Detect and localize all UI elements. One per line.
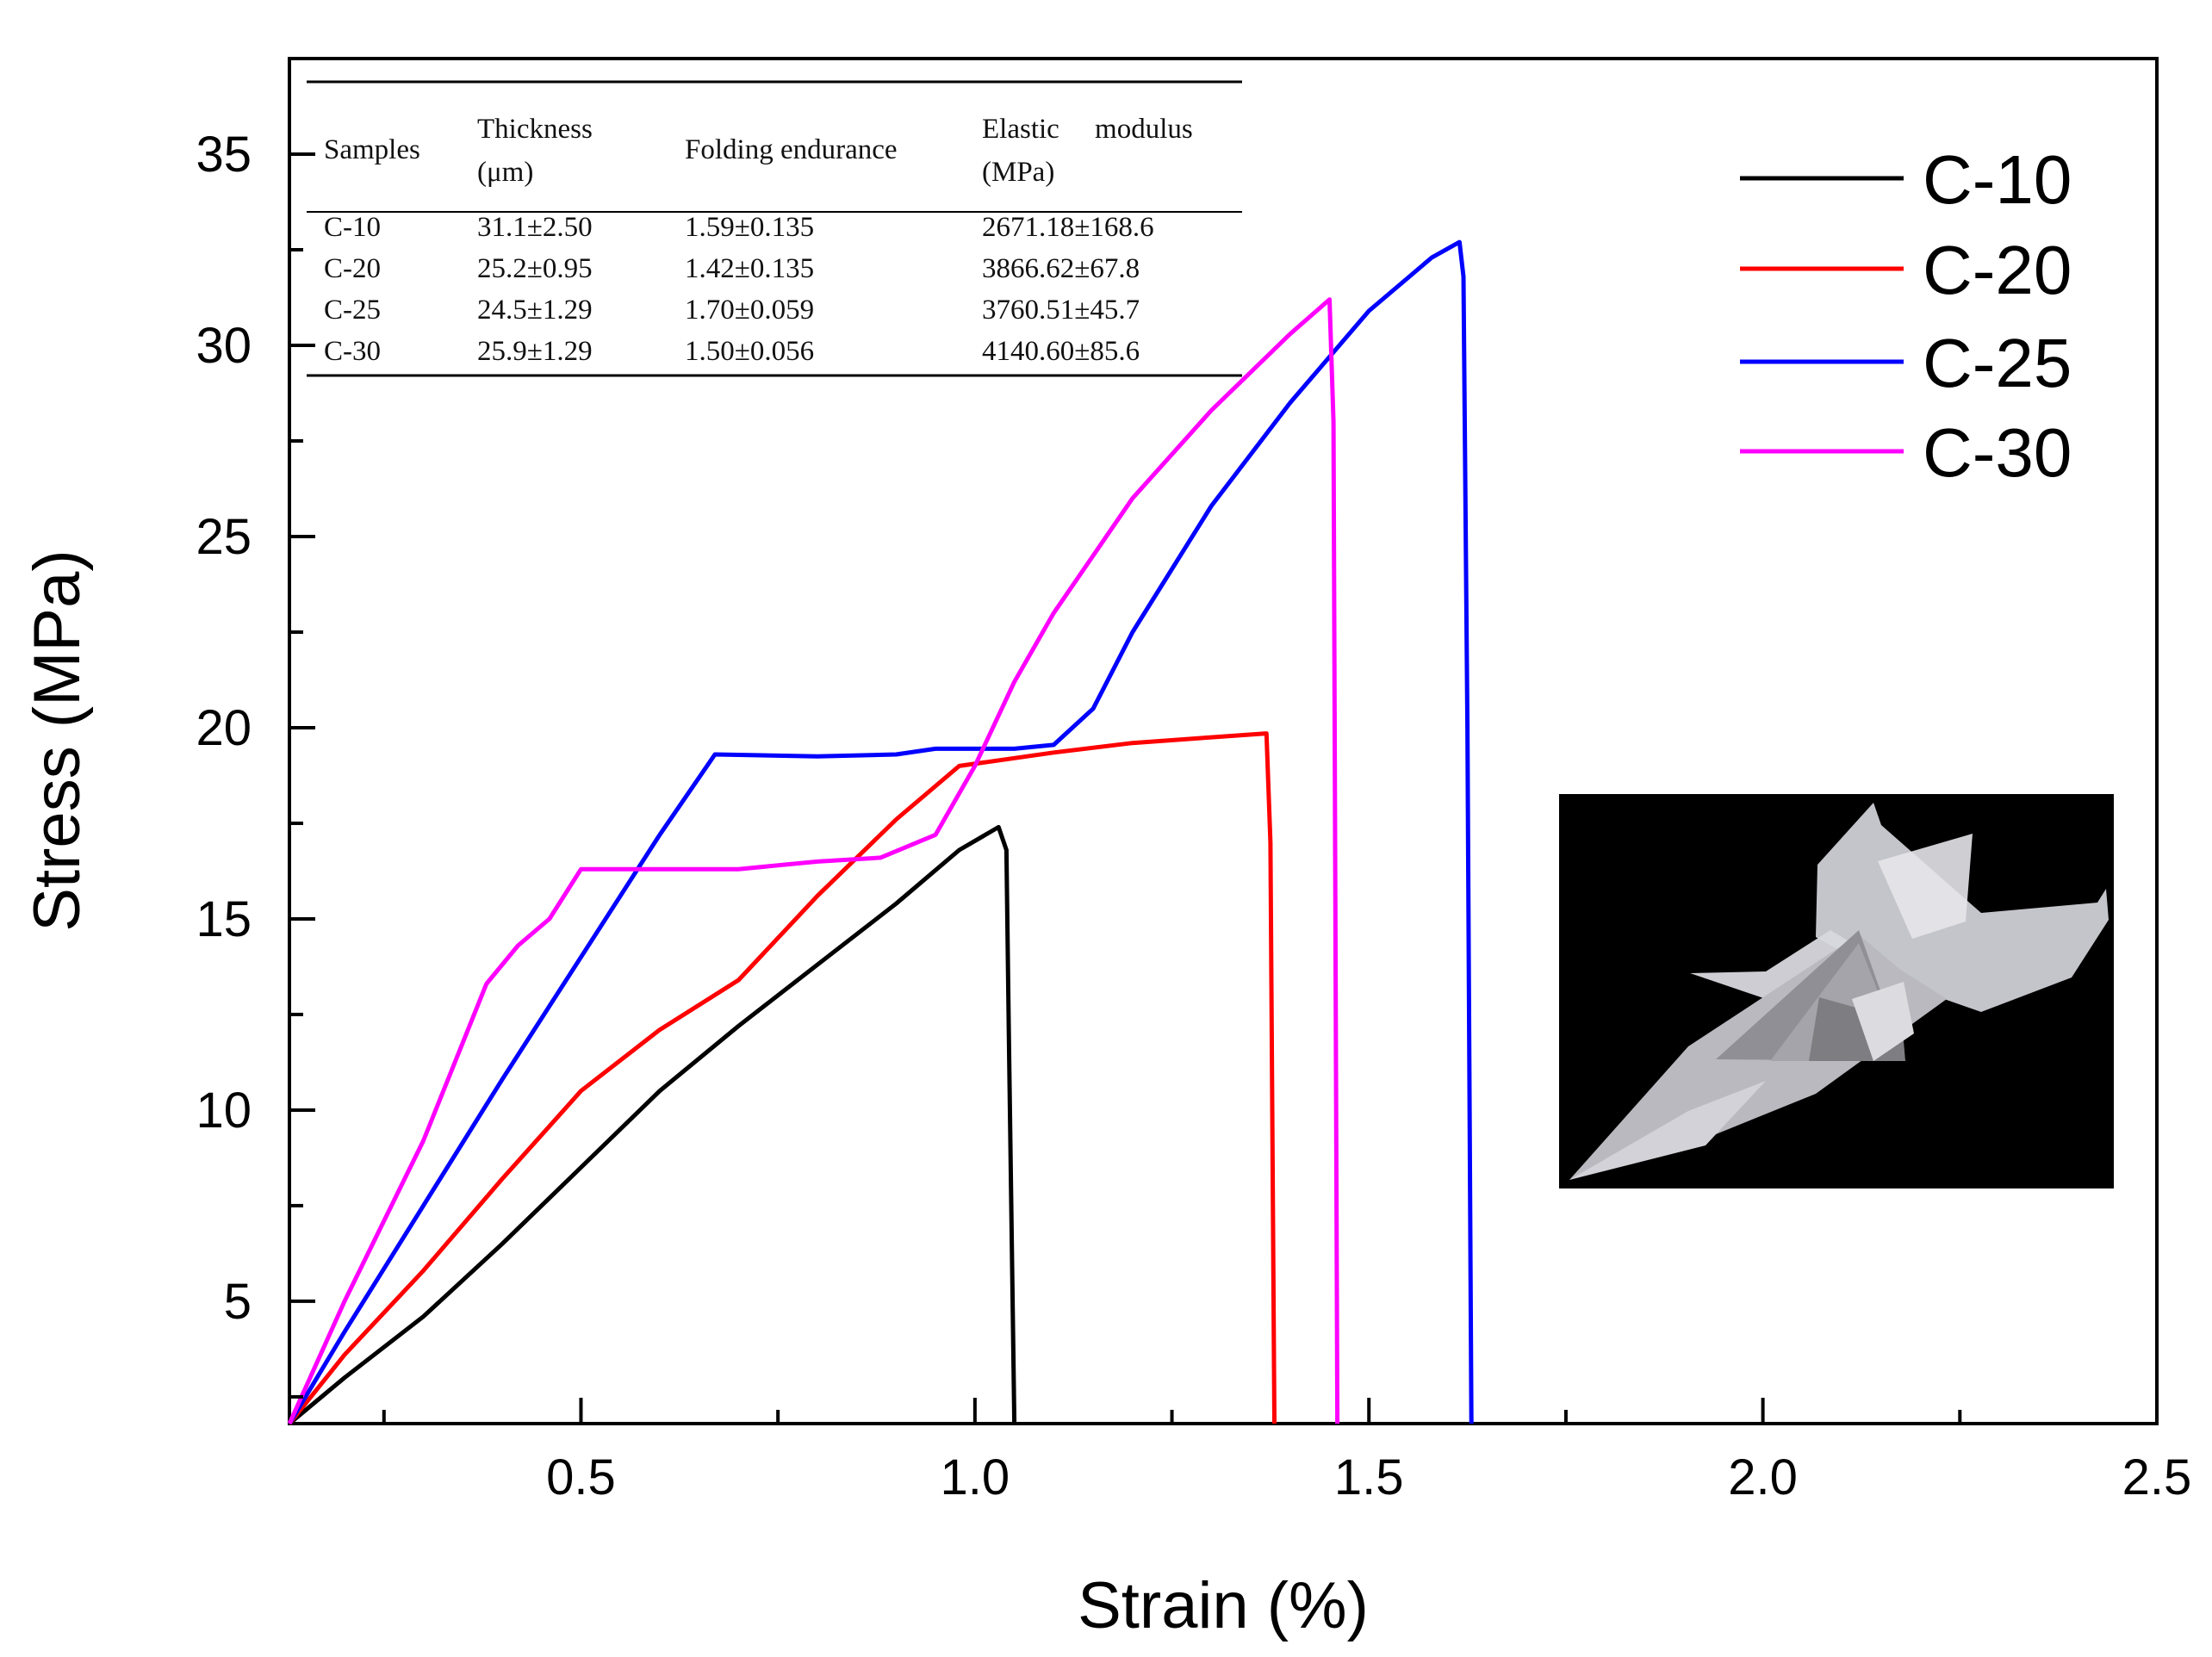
series-line-c-30 [287,297,1340,1425]
plot-frame [288,57,2159,1425]
table-row: C-10 31.1±2.50 1.59±0.135 2671.18±168.6 [324,212,1154,243]
legend-entry: C-25 [1740,325,2072,401]
table-cell-modulus: 4140.60±85.6 [982,336,1140,367]
paper-airplane-inset-photo [1559,794,2114,1188]
table-cell-thickness: 25.2±0.95 [477,253,593,284]
table-header-elastic-modulus-unit: (MPa) [982,157,1054,188]
y-axis-title: Stress (MPa) [21,549,94,931]
table-header-samples: Samples [324,134,420,165]
properties-table: Samples Thickness (μm) Folding endurance… [307,80,1242,377]
table-cell-thickness: 25.9±1.29 [477,336,593,367]
y-axis-ticks: 5 10 15 20 25 30 35 [196,57,315,1399]
legend-entry: C-10 [1740,141,2072,218]
x-tick-label: 2.0 [1728,1449,1798,1505]
x-tick-label: 1.5 [1334,1449,1404,1505]
table-cell-sample: C-20 [324,253,381,284]
legend-label: C-10 [1923,141,2072,218]
table-row: C-25 24.5±1.29 1.70±0.059 3760.51±45.7 [324,295,1140,326]
table-cell-folding: 1.70±0.059 [685,295,814,326]
table-cell-folding: 1.42±0.135 [685,253,814,284]
table-header-elastic-modulus: Elastic modulus [982,114,1193,145]
table-cell-thickness: 24.5±1.29 [477,295,593,326]
y-tick-label: 20 [196,700,252,756]
table-cell-sample: C-30 [324,336,381,367]
y-tick-label: 30 [196,318,252,374]
table-row: C-30 25.9±1.29 1.50±0.056 4140.60±85.6 [324,336,1140,367]
y-tick-label: 5 [224,1274,252,1330]
table-cell-thickness: 31.1±2.50 [477,212,593,243]
legend-label: C-20 [1923,232,2072,308]
table-cell-sample: C-10 [324,212,381,243]
table-row: C-20 25.2±0.95 1.42±0.135 3866.62±67.8 [324,253,1140,284]
table-header-thickness-unit: (μm) [477,157,533,188]
series-line-c-10 [288,824,1017,1425]
x-tick-label: 0.5 [546,1449,616,1505]
x-tick-label: 1.0 [941,1449,1010,1505]
table-cell-sample: C-25 [324,295,381,326]
table-cell-folding: 1.50±0.056 [685,336,814,367]
y-tick-label: 25 [196,509,252,565]
x-tick-label: 2.5 [2122,1449,2192,1505]
table-cell-folding: 1.59±0.135 [685,212,814,243]
y-tick-label: 35 [196,127,252,183]
legend-entry: C-20 [1740,232,2072,308]
table-header-folding-endurance: Folding endurance [685,134,898,165]
legend-label: C-30 [1923,414,2072,491]
table-cell-modulus: 2671.18±168.6 [982,212,1154,243]
table-cell-modulus: 3866.62±67.8 [982,253,1140,284]
y-tick-label: 10 [196,1083,252,1139]
x-axis-title: Strain (%) [1078,1569,1369,1642]
legend-label: C-25 [1923,325,2072,401]
series-layer [287,239,1474,1425]
legend-entry: C-30 [1740,414,2072,491]
x-axis-ticks: 0.5 1.0 1.5 2.0 2.5 [382,1398,2192,1505]
series-line-c-25 [287,239,1474,1425]
table-cell-modulus: 3760.51±45.7 [982,295,1140,326]
table-header-thickness: Thickness [477,114,593,145]
y-tick-label: 15 [196,891,252,947]
legend: C-10 C-20 C-25 C-30 [1740,141,2072,491]
paper-airplane-icon [1569,803,2109,1180]
